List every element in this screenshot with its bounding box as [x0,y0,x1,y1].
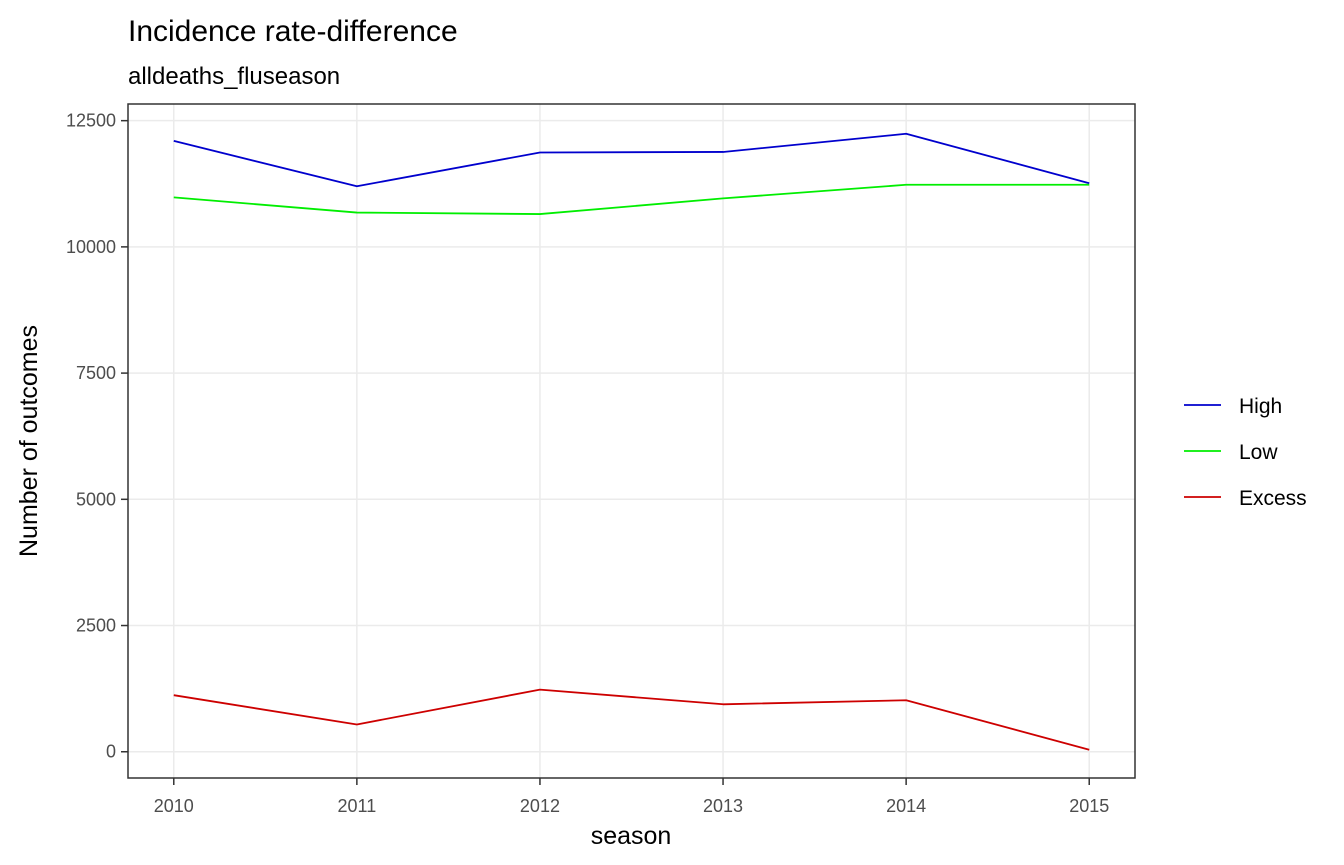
legend-label-excess: Excess [1239,487,1307,510]
legend: High Low Excess [1184,395,1307,510]
series-lines [173,132,1090,751]
series-line-low [173,183,1090,215]
x-axis-title: season [591,822,672,850]
x-tick-label-2011: 2011 [338,796,377,816]
y-tick-label-5000: 5000 [76,489,116,509]
axes: 2010 2011 2012 2013 2014 2015 0 2500 5000 7500 100… [66,111,1109,816]
series-line-excess [173,688,1090,751]
x-tick-label-2015: 2015 [1069,796,1109,816]
y-tick-label-12500: 12500 [66,111,116,131]
legend-label-low: Low [1239,441,1278,464]
y-tick-label-10000: 10000 [66,237,116,257]
y-tick-label-0: 0 [106,742,116,762]
y-tick-label-7500: 7500 [76,363,116,383]
legend-item-excess: Excess [1184,487,1307,510]
chart-title: Incidence rate-difference [128,15,458,48]
chart-subtitle: alldeaths_fluseason [128,63,340,90]
x-tick-label-2013: 2013 [703,796,743,816]
series-line-high [173,132,1090,188]
y-tick-label-2500: 2500 [76,616,116,636]
legend-label-high: High [1239,395,1282,418]
legend-item-high: High [1184,395,1282,418]
plot-panel-border [127,103,1136,779]
gridlines [128,104,1135,778]
x-tick-label-2012: 2012 [520,796,560,816]
y-axis-title: Number of outcomes [15,325,43,557]
x-tick-label-2014: 2014 [886,796,926,816]
legend-item-low: Low [1184,441,1278,464]
x-tick-label-2010: 2010 [154,796,194,816]
